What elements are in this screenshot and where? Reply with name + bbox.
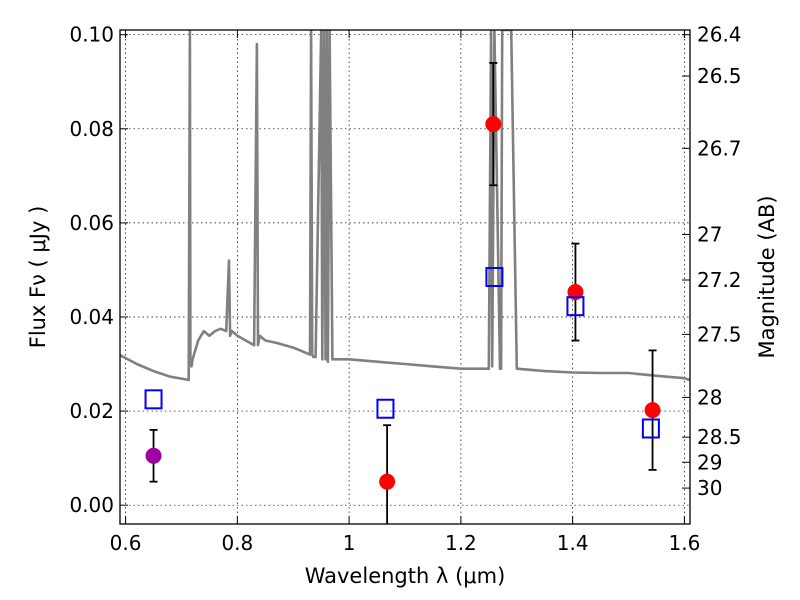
x-tick-label: 1.2 — [445, 531, 477, 555]
magnitude-tick-label: 27 — [697, 222, 722, 246]
magnitude-tick-label: 28.5 — [697, 425, 742, 449]
magnitude-tick-label: 28 — [697, 385, 722, 409]
x-tick-label: 0.6 — [110, 531, 142, 555]
y-tick-label: 0.00 — [69, 493, 114, 517]
observed-point — [567, 284, 584, 301]
observed-point — [644, 402, 661, 419]
observed-point — [379, 473, 396, 490]
model-photometry-square — [485, 267, 504, 287]
magnitude-tick-label: 26.4 — [697, 23, 742, 47]
magnitude-tick-label: 29 — [697, 450, 722, 474]
magnitude-axis-label: Magnitude (AB) — [755, 195, 779, 358]
spectrum-layer — [120, 30, 690, 382]
ticks-layer: 0.6 0.8 1 1.2 1.4 1.6 0.00 0.02 0.04 0.06 0.08 0.10… — [69, 23, 741, 555]
y-tick-label: 0.04 — [69, 305, 114, 329]
observed-point — [145, 447, 162, 464]
model-photometry-square — [144, 389, 163, 410]
y-axis-label: Flux Fν ( μJy ) — [26, 206, 50, 349]
x-tick-label: 1.4 — [557, 531, 589, 555]
y-tick-label: 0.10 — [69, 23, 114, 47]
model-photometry-square — [566, 296, 585, 317]
x-axis-label: Wavelength λ (μm) — [305, 564, 506, 588]
y-tick-label: 0.08 — [69, 117, 114, 141]
magnitude-tick-label: 30 — [697, 476, 722, 500]
x-tick-label: 1 — [343, 531, 356, 555]
plot-frame — [119, 29, 691, 525]
observed-point — [485, 116, 502, 133]
grid — [120, 30, 690, 524]
model-spectrum-line — [120, 30, 690, 382]
model-photometry-square — [376, 398, 395, 419]
x-tick-label: 0.8 — [221, 531, 253, 555]
y-tick-label: 0.02 — [69, 399, 114, 423]
x-tick-label: 1.6 — [669, 531, 701, 555]
points-layer — [144, 62, 661, 524]
magnitude-tick-label: 27.2 — [697, 268, 742, 292]
magnitude-tick-label: 26.7 — [697, 136, 742, 160]
magnitude-tick-label: 26.5 — [697, 64, 742, 88]
magnitude-tick-label: 27.5 — [697, 322, 742, 346]
y-tick-label: 0.06 — [69, 211, 114, 235]
model-photometry-square — [641, 418, 660, 439]
